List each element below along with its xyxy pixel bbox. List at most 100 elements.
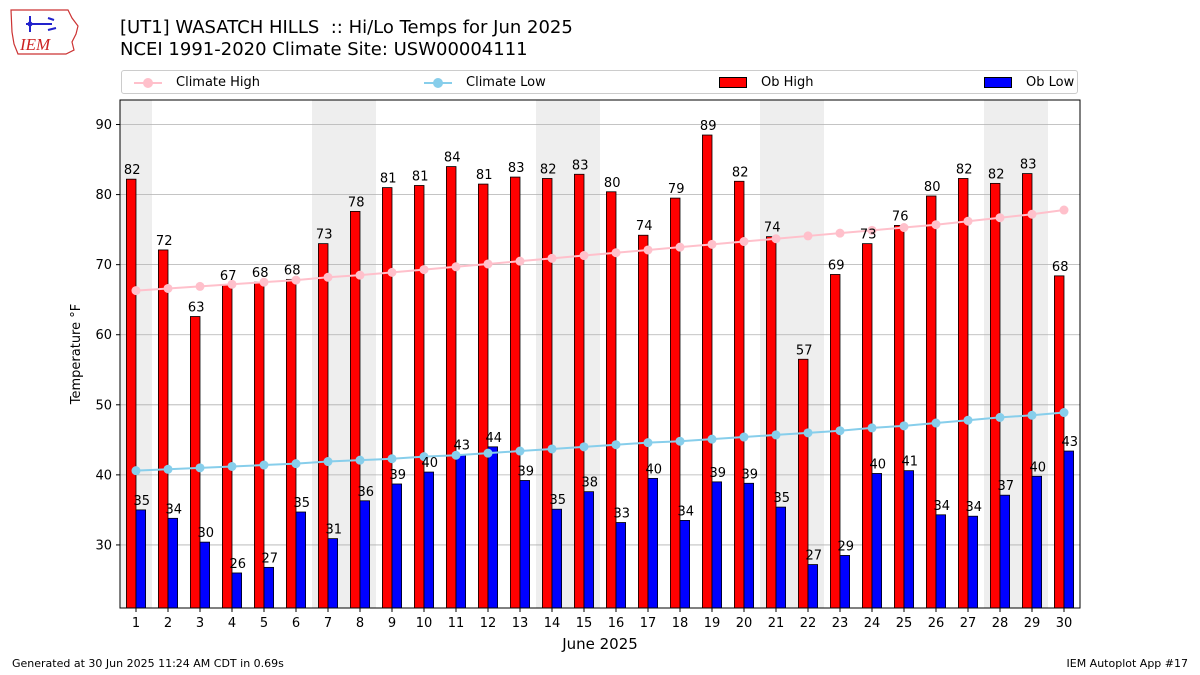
y-tick-label: 30: [95, 538, 112, 553]
x-tick-label: 5: [260, 616, 268, 631]
climate-low-line: [135, 411, 1065, 472]
ob-high-label: 67: [220, 269, 237, 284]
climate-low-point: [675, 436, 685, 446]
ob-high-label: 68: [1052, 260, 1069, 275]
iem-logo: IEM: [8, 6, 82, 60]
climate-high-point: [643, 245, 653, 255]
climate-low-point: [1059, 408, 1069, 418]
ob-high-bar: [509, 176, 521, 609]
ob-low-bar: [615, 522, 627, 609]
ob-high-label: 79: [668, 182, 685, 197]
climate-high-point: [355, 270, 365, 280]
climate-low-point: [195, 463, 205, 473]
climate-high-point: [867, 225, 877, 235]
climate-high-point: [515, 256, 525, 266]
ob-low-bar: [871, 473, 883, 609]
climate-low-point: [515, 446, 525, 456]
ob-low-label: 39: [518, 464, 535, 479]
ob-low-bar: [807, 564, 819, 609]
x-tick-label: 23: [832, 616, 849, 631]
ob-low-bar: [1063, 450, 1075, 609]
climate-low-point: [259, 460, 269, 470]
ob-low-label: 41: [902, 455, 919, 470]
x-tick-label: 8: [356, 616, 364, 631]
ob-high-bar: [285, 278, 297, 609]
climate-low-point: [771, 430, 781, 440]
x-tick-label: 17: [640, 616, 657, 631]
climate-low-point: [419, 452, 429, 462]
climate-high-point: [163, 283, 173, 293]
ob-low-label: 37: [998, 479, 1015, 494]
climate-low-point: [931, 418, 941, 428]
ob-low-bar: [327, 538, 339, 609]
y-tick-label: 70: [95, 258, 112, 273]
ob-low-bar: [1031, 475, 1043, 609]
ob-low-label: 34: [934, 499, 951, 514]
climate-high-point: [547, 253, 557, 263]
ob-high-bar: [349, 211, 361, 609]
ob-high-bar: [798, 358, 809, 609]
ob-low-label: 43: [454, 439, 471, 454]
ob-low-bar: [519, 480, 531, 609]
climate-low-point: [707, 434, 717, 444]
ob-low-bar: [135, 509, 147, 609]
climate-high-point: [611, 248, 621, 258]
ob-low-label: 40: [870, 457, 887, 472]
ob-high-label: 78: [348, 195, 365, 210]
ob-high-bar: [926, 195, 937, 609]
ob-high-bar: [413, 185, 425, 609]
ob-low-label: 34: [966, 500, 983, 515]
ob-high-bar: [574, 173, 585, 609]
ob-high-label: 76: [892, 209, 909, 224]
ob-low-label: 31: [326, 523, 343, 538]
climate-low-point: [483, 448, 493, 458]
ob-high-label: 63: [188, 301, 205, 316]
ob-high-label: 80: [924, 180, 941, 195]
climate-high-point: [931, 220, 941, 230]
legend-swatch-ob-low: [984, 77, 1012, 88]
x-tick-label: 9: [388, 616, 396, 631]
x-tick-label: 18: [672, 616, 689, 631]
ob-low-bar: [775, 506, 787, 609]
ob-high-bar: [542, 178, 553, 609]
x-tick-label: 19: [704, 616, 721, 631]
legend-label-ob-high: Ob High: [761, 75, 814, 90]
x-tick-label: 29: [1024, 616, 1041, 631]
chart-subtitle: NCEI 1991-2020 Climate Site: USW00004111: [120, 39, 528, 60]
ob-high-bar: [157, 249, 169, 609]
climate-low-point: [835, 426, 845, 436]
ob-high-bar: [638, 234, 649, 609]
ob-low-label: 35: [774, 491, 791, 506]
ob-low-bar: [743, 482, 755, 609]
climate-low-point: [451, 450, 461, 460]
climate-high-point: [451, 262, 461, 272]
climate-low-point: [547, 444, 557, 454]
ob-high-label: 73: [316, 228, 333, 243]
x-tick-label: 7: [324, 616, 332, 631]
ob-low-bar: [295, 511, 307, 609]
x-tick-label: 28: [992, 616, 1009, 631]
climate-high-point: [259, 277, 269, 287]
ob-high-bar: [189, 316, 201, 609]
climate-high-point: [323, 272, 333, 282]
ob-low-bar: [167, 517, 179, 609]
y-tick-label: 80: [95, 188, 112, 203]
ob-low-bar: [839, 555, 851, 609]
ob-high-label: 57: [796, 343, 813, 358]
ob-high-bar: [670, 197, 681, 609]
footer-generated-text: Generated at 30 Jun 2025 11:24 AM CDT in…: [12, 657, 284, 670]
ob-low-bar: [647, 477, 659, 609]
climate-low-point: [323, 457, 333, 467]
ob-low-label: 44: [486, 431, 503, 446]
x-tick-label: 26: [928, 616, 945, 631]
ob-high-label: 83: [572, 158, 589, 173]
climate-low-point: [1027, 410, 1037, 420]
ob-high-label: 89: [700, 119, 717, 134]
x-tick-label: 14: [544, 616, 561, 631]
ob-low-label: 39: [710, 466, 727, 481]
ob-low-label: 38: [582, 476, 599, 491]
ob-low-label: 26: [230, 557, 247, 572]
climate-high-point: [195, 281, 205, 291]
ob-low-bar: [551, 508, 563, 609]
